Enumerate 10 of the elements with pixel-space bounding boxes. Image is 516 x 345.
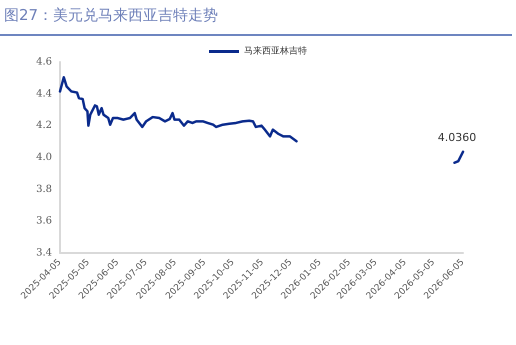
- data-label: 4.0360: [438, 130, 476, 144]
- y-tick-label: 3.8: [36, 184, 52, 195]
- y-tick-label: 4.2: [36, 120, 52, 132]
- chart-title: 图27：美元兑马来西亚吉特走势: [4, 6, 218, 25]
- y-tick-label: 4.4: [36, 88, 52, 100]
- y-tick-label: 4.6: [36, 56, 52, 68]
- y-tick-label: 3.6: [36, 216, 52, 227]
- legend-label: 马来西亚林吉特: [244, 46, 307, 56]
- y-tick-label: 3.4: [36, 248, 52, 258]
- y-tick-label: 4.0: [36, 152, 52, 163]
